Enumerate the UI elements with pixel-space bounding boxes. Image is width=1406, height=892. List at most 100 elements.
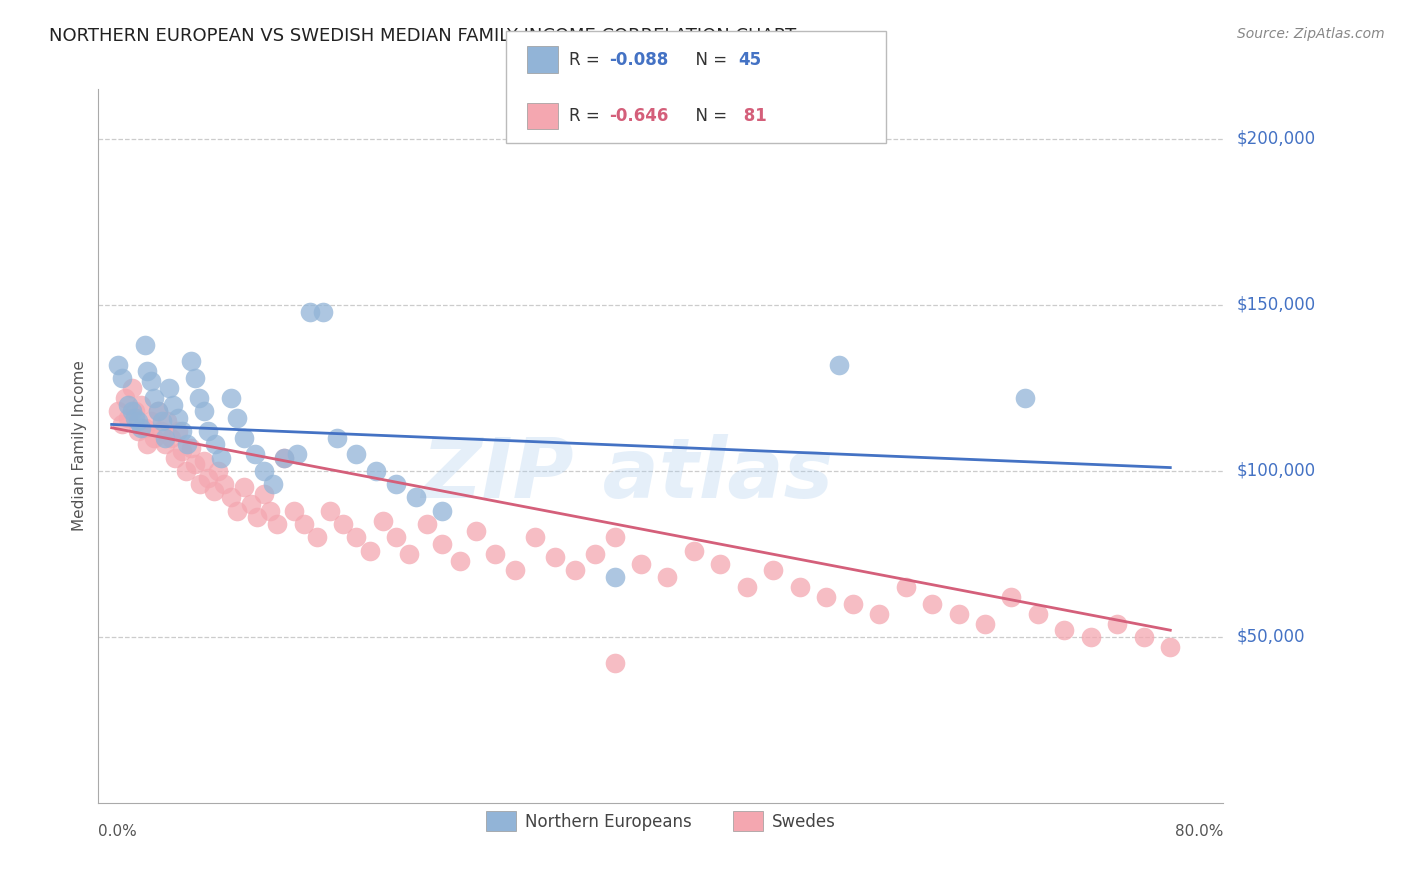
Point — [180, 354, 202, 368]
Point — [266, 516, 288, 531]
Text: $50,000: $50,000 — [1237, 628, 1306, 646]
Point — [385, 477, 408, 491]
Point — [153, 431, 176, 445]
Text: NORTHERN EUROPEAN VS SWEDISH MEDIAN FAMILY INCOME CORRELATION CHART: NORTHERN EUROPEAN VS SWEDISH MEDIAN FAMI… — [49, 27, 796, 45]
Point — [165, 450, 187, 465]
Point — [1053, 624, 1076, 638]
Point — [273, 450, 295, 465]
Point — [683, 543, 706, 558]
Point — [283, 504, 305, 518]
Point — [246, 510, 269, 524]
Point — [292, 516, 315, 531]
Point — [1000, 590, 1022, 604]
Point — [146, 404, 169, 418]
Point — [239, 497, 262, 511]
Point — [204, 437, 226, 451]
Point — [253, 464, 276, 478]
Point — [136, 437, 159, 451]
Point — [180, 441, 202, 455]
Point — [166, 410, 188, 425]
Point — [233, 431, 256, 445]
Point — [346, 447, 368, 461]
Point — [1026, 607, 1049, 621]
Point — [603, 530, 626, 544]
Point — [117, 397, 139, 411]
Point — [197, 424, 219, 438]
Point — [325, 431, 347, 445]
Point — [143, 431, 166, 445]
Point — [789, 580, 811, 594]
Point — [815, 590, 838, 604]
Point — [226, 410, 249, 425]
Text: 80.0%: 80.0% — [1175, 824, 1223, 839]
Point — [134, 421, 156, 435]
Text: -0.646: -0.646 — [609, 107, 668, 125]
Point — [371, 514, 394, 528]
Text: N =: N = — [685, 107, 733, 125]
Point — [176, 437, 198, 451]
Point — [828, 358, 851, 372]
Point — [166, 424, 188, 438]
Point — [285, 447, 308, 461]
Point — [202, 483, 225, 498]
Text: -0.088: -0.088 — [609, 51, 668, 69]
Y-axis label: Median Family Income: Median Family Income — [72, 360, 87, 532]
Text: N =: N = — [685, 51, 733, 69]
Point — [1133, 630, 1156, 644]
Text: Source: ZipAtlas.com: Source: ZipAtlas.com — [1237, 27, 1385, 41]
Point — [841, 597, 863, 611]
Point — [219, 391, 242, 405]
Point — [583, 547, 606, 561]
Point — [243, 447, 266, 461]
Point — [273, 450, 295, 465]
Text: R =: R = — [569, 51, 606, 69]
Text: $200,000: $200,000 — [1237, 130, 1316, 148]
Point — [464, 524, 486, 538]
Point — [107, 358, 129, 372]
Point — [184, 371, 207, 385]
Legend: Northern Europeans, Swedes: Northern Europeans, Swedes — [479, 805, 842, 838]
Point — [259, 504, 281, 518]
Point — [170, 424, 193, 438]
Point — [524, 530, 547, 544]
Point — [305, 530, 328, 544]
Point — [184, 457, 207, 471]
Point — [141, 414, 163, 428]
Point — [134, 338, 156, 352]
Point — [153, 437, 176, 451]
Point — [160, 431, 183, 445]
Point — [141, 374, 163, 388]
Point — [162, 397, 184, 411]
Point — [894, 580, 917, 594]
Point — [219, 491, 242, 505]
Point — [657, 570, 679, 584]
Point — [143, 391, 166, 405]
Point — [564, 564, 586, 578]
Point — [117, 410, 139, 425]
Text: 45: 45 — [738, 51, 761, 69]
Point — [262, 477, 284, 491]
Point — [432, 537, 454, 551]
Point — [432, 504, 454, 518]
Point — [233, 481, 256, 495]
Point — [762, 564, 785, 578]
Point — [114, 391, 136, 405]
Point — [449, 553, 471, 567]
Point — [193, 404, 215, 418]
Point — [735, 580, 758, 594]
Point — [124, 410, 146, 425]
Point — [503, 564, 526, 578]
Point — [405, 491, 427, 505]
Point — [253, 487, 276, 501]
Point — [974, 616, 997, 631]
Point — [174, 464, 197, 478]
Point — [129, 421, 152, 435]
Point — [398, 547, 420, 561]
Text: $100,000: $100,000 — [1237, 462, 1316, 480]
Point — [359, 543, 381, 558]
Point — [150, 414, 173, 428]
Point — [111, 417, 134, 432]
Point — [212, 477, 235, 491]
Point — [211, 450, 233, 465]
Text: 81: 81 — [738, 107, 766, 125]
